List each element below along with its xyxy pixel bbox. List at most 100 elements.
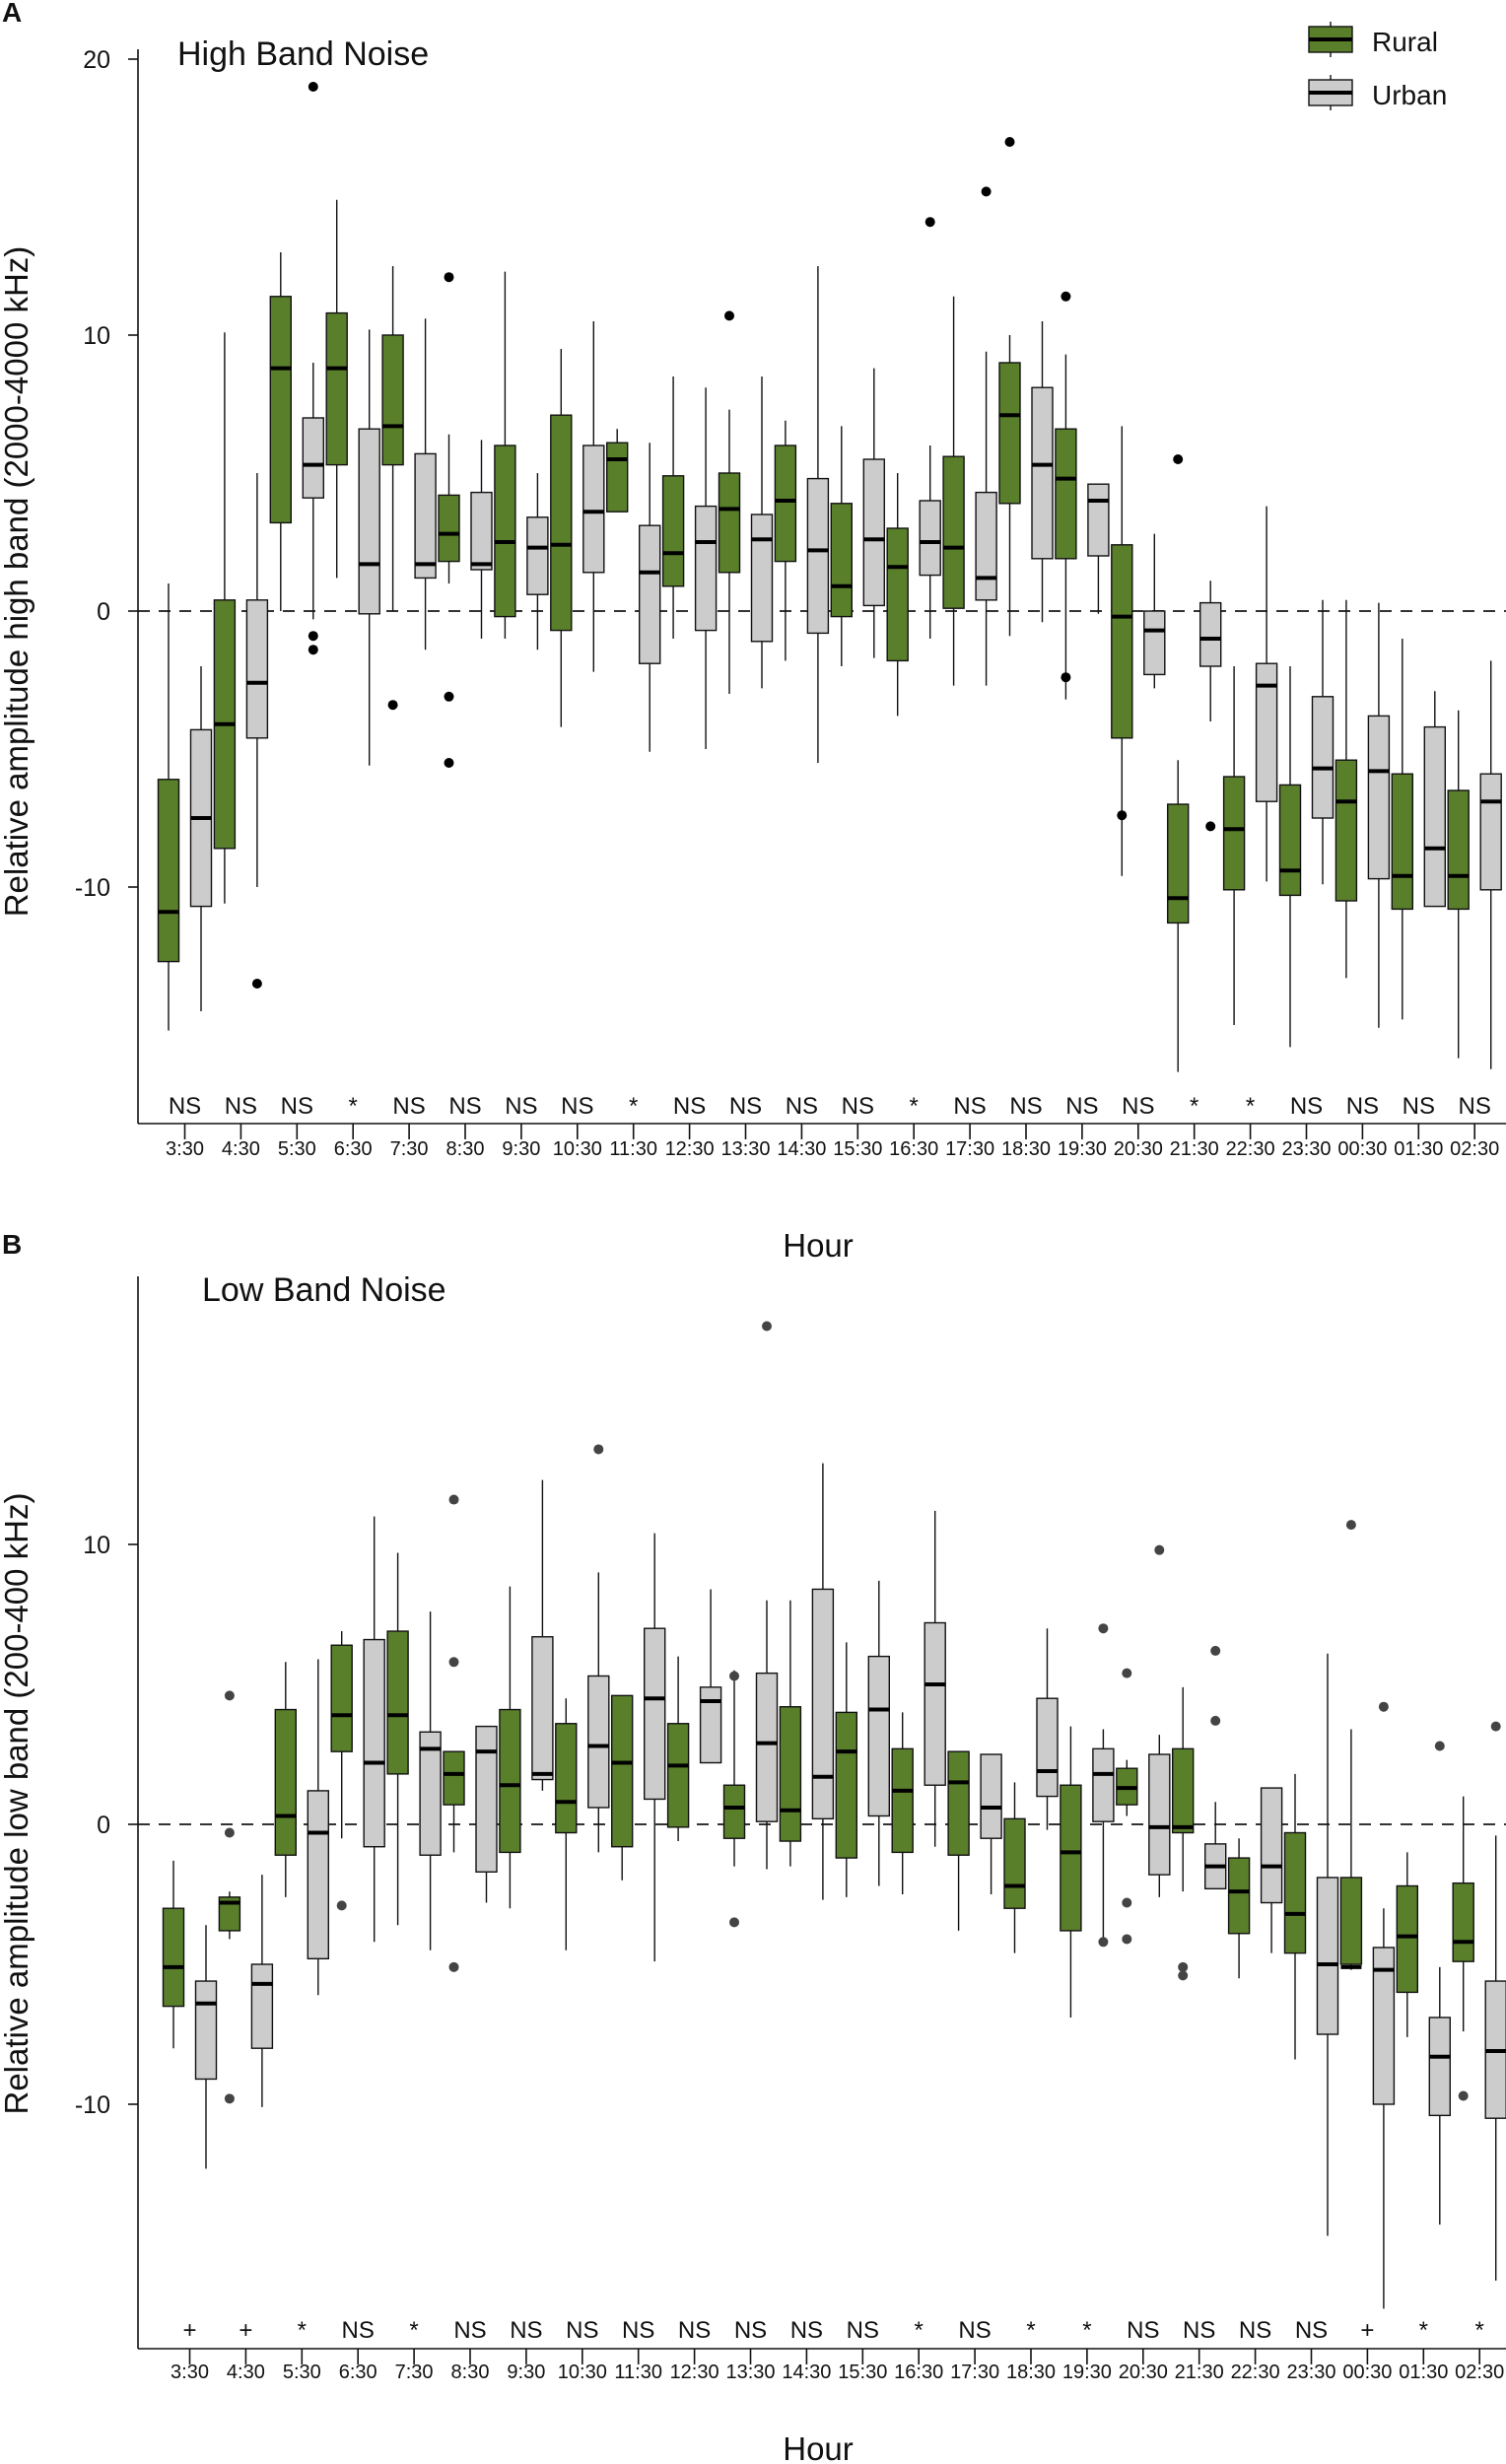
panel-b-x-tick-label: 4:30 — [227, 2361, 265, 2383]
panel-b-outlier-urban — [1490, 1721, 1501, 1732]
panel-a-x-tick-label: 22:30 — [1226, 1138, 1275, 1160]
panel-a: A High Band Noise Relative amplitude hig… — [0, 0, 1506, 1264]
panel-b-significance-label: NS — [1295, 2317, 1328, 2344]
legend-item-urban: Urban — [1308, 75, 1447, 110]
panel-b-outlier-rural — [729, 1917, 739, 1928]
panel-a-x-tick-label: 6:30 — [334, 1138, 373, 1160]
panel-a-significance-label: NS — [392, 1093, 425, 1120]
panel-b-x-tick-label: 3:30 — [171, 2361, 209, 2383]
panel-b-significance-label: * — [1475, 2317, 1484, 2344]
panel-a-x-tick-label: 10:30 — [553, 1138, 602, 1160]
panel-b-significance-label: * — [298, 2317, 307, 2344]
panel-b-box-rural — [162, 1907, 185, 2008]
panel-b-outlier-rural — [1178, 1961, 1189, 1972]
panel-b-x-tick-label: 15:30 — [838, 2361, 887, 2383]
panel-b-x-tick-label: 5:30 — [283, 2361, 321, 2383]
panel-b-outlier-urban — [1098, 1623, 1109, 1634]
panel-b-outlier-rural — [1122, 1668, 1132, 1678]
panel-b-x-tick-label: 10:30 — [558, 2361, 607, 2383]
panel-b-significance-label: NS — [678, 2317, 711, 2344]
panel-a-box-urban — [639, 524, 661, 664]
panel-a-x-tick-label: 19:30 — [1058, 1138, 1107, 1160]
panel-b-box-urban — [644, 1627, 666, 1801]
panel-a-outlier-rural — [444, 272, 454, 283]
legend-item-rural: Rural — [1308, 22, 1438, 57]
panel-b-box-rural — [1396, 1884, 1419, 1994]
panel-b-box-urban — [419, 1731, 442, 1856]
panel-a-significance-label: NS — [1009, 1093, 1042, 1120]
panel-a-box-urban — [414, 452, 437, 580]
panel-b-significance-label: NS — [342, 2317, 375, 2344]
panel-a-box-urban — [975, 491, 997, 601]
panel-b-x-tick-label: 20:30 — [1119, 2361, 1168, 2383]
panel-b-y-tick-label: -10 — [75, 2091, 110, 2119]
panel-a-x-tick-label: 18:30 — [1001, 1138, 1051, 1160]
panel-a-box-rural — [1391, 773, 1414, 911]
panel-b-x-tick-label: 01:30 — [1399, 2361, 1448, 2383]
panel-a-box-rural — [1055, 428, 1077, 560]
panel-a-box-rural — [1335, 759, 1358, 902]
panel-b-significance-label: NS — [566, 2317, 598, 2344]
legend-urban-label: Urban — [1372, 80, 1447, 110]
panel-b-significance-label: NS — [622, 2317, 654, 2344]
panel-b-box-rural — [1060, 1784, 1082, 1932]
panel-b-outlier-urban — [1210, 1715, 1221, 1726]
panel-b-box-rural — [611, 1694, 634, 1848]
panel-a-significance-label: NS — [1290, 1093, 1323, 1120]
panel-a-x-tick-label: 12:30 — [665, 1138, 715, 1160]
panel-b-outlier-urban — [762, 1321, 772, 1332]
panel-a-box-rural — [1166, 803, 1190, 924]
panel-a-outlier-rural — [1173, 454, 1184, 464]
panel-a-outlier-rural — [1117, 810, 1128, 821]
panel-b-box-rural — [499, 1708, 521, 1854]
panel-b-x-tick-label: 6:30 — [339, 2361, 377, 2383]
panel-a-box-urban — [1311, 696, 1335, 819]
panel-a-box-urban — [1143, 610, 1166, 676]
panel-b-significance-label: * — [409, 2317, 418, 2344]
panel-b-x-tick-label: 23:30 — [1286, 2361, 1335, 2383]
panel-a-x-axis-label: Hour — [783, 1227, 854, 1264]
panel-a-box-urban — [750, 513, 774, 643]
panel-b-significance-label: NS — [790, 2317, 823, 2344]
panel-b-box-urban — [1428, 2017, 1452, 2117]
panel-b-box-urban — [1372, 1947, 1396, 2105]
panel-a-y-tick-label: 10 — [83, 322, 110, 350]
panel-a-significance-label: NS — [561, 1093, 593, 1120]
panel-a-box-rural — [661, 475, 685, 587]
panel-b-box-rural — [1171, 1747, 1195, 1834]
panel-b-significance-label: * — [915, 2317, 924, 2344]
panel-b-outlier-urban — [1154, 1544, 1165, 1555]
panel-a-x-tick-label: 11:30 — [609, 1138, 657, 1160]
panel-b-outlier-urban — [1378, 1701, 1389, 1712]
panel-b-outlier-urban — [1210, 1645, 1221, 1656]
panel-a-box-urban — [526, 516, 549, 595]
panel-a-outlier-urban — [981, 186, 992, 197]
panel-b-x-tick-label: 21:30 — [1175, 2361, 1224, 2383]
panel-b-x-tick-label: 7:30 — [395, 2361, 434, 2383]
panel-b-significance-label: NS — [1183, 2317, 1215, 2344]
panel-a-box-urban — [245, 599, 269, 739]
panel-a-box-urban — [582, 445, 605, 574]
panel-b-box-urban — [1148, 1753, 1171, 1876]
panel-a-y-axis-label: Relative amplitude high band (2000-4000 … — [0, 246, 34, 918]
panel-a-outlier-rural — [1061, 672, 1071, 683]
panel-b: B Low Band Noise Relative amplitude low … — [0, 1229, 1506, 2464]
panel-a-box-rural — [325, 311, 348, 466]
panel-a-significance-label: NS — [1346, 1093, 1379, 1120]
panel-a-box-rural — [1111, 544, 1133, 739]
panel-a-outlier-urban — [924, 217, 935, 228]
panel-a-significance-label: NS — [505, 1093, 537, 1120]
panel-a-box-rural — [1222, 776, 1246, 891]
panel-b-significance-label: * — [1082, 2317, 1091, 2344]
panel-b-significance-label: NS — [510, 2317, 542, 2344]
panel-a-outlier-rural — [1061, 291, 1071, 302]
panel-a-box-urban — [1367, 715, 1391, 880]
panel-a-x-tick-label: 01:30 — [1394, 1138, 1443, 1160]
panel-a-outlier-rural — [444, 758, 454, 768]
panel-a-outlier-urban — [308, 645, 318, 655]
panel-a-x-tick-label: 20:30 — [1114, 1138, 1163, 1160]
panel-a-x-tick-label: 5:30 — [278, 1138, 316, 1160]
panel-a-outlier-rural — [444, 691, 454, 702]
panel-b-significance-label: + — [182, 2317, 196, 2344]
panel-b-outlier-rural — [1122, 1897, 1132, 1908]
